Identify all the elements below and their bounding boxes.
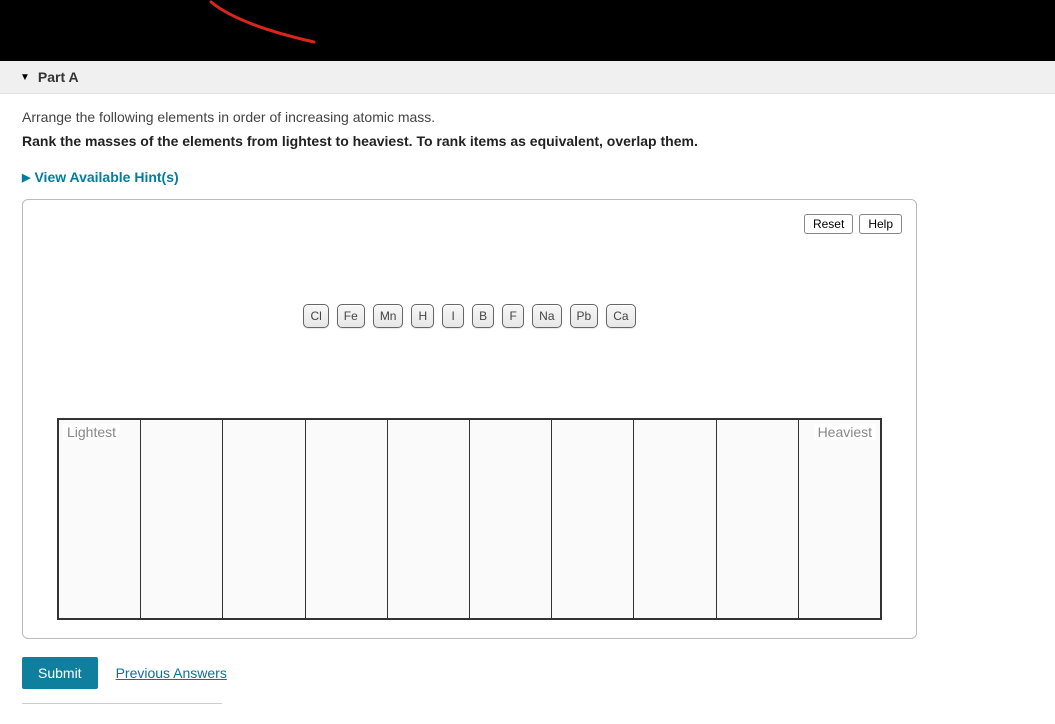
ranking-bin[interactable] (141, 420, 223, 618)
element-chip[interactable]: F (502, 304, 524, 328)
element-chip[interactable]: Pb (570, 304, 599, 328)
reset-button[interactable]: Reset (804, 214, 853, 234)
ranking-bin[interactable] (388, 420, 470, 618)
part-title: Part A (38, 69, 79, 85)
part-header[interactable]: ▼ Part A (0, 61, 1055, 94)
lightest-label: Lightest (63, 424, 120, 440)
element-chip[interactable]: Ca (606, 304, 635, 328)
element-chip[interactable]: B (472, 304, 494, 328)
ranking-bin[interactable] (552, 420, 634, 618)
element-chip[interactable]: Cl (303, 304, 328, 328)
ranking-workspace: Reset Help Cl Fe Mn H I B F Na Pb Ca Lig… (22, 199, 917, 639)
instruction-line-2: Rank the masses of the elements from lig… (22, 133, 1033, 149)
workspace-toolbar: Reset Help (37, 214, 902, 234)
heaviest-label: Heaviest (814, 424, 876, 440)
ranking-bin[interactable] (470, 420, 552, 618)
top-banner (0, 0, 1055, 61)
chevron-right-icon: ▶ (22, 171, 30, 184)
previous-answers-link[interactable]: Previous Answers (116, 665, 227, 681)
red-annotation-curve (209, 0, 329, 50)
help-button[interactable]: Help (859, 214, 902, 234)
ranking-bins[interactable]: Lightest Heaviest (57, 418, 882, 620)
hints-toggle[interactable]: ▶ View Available Hint(s) (22, 169, 179, 185)
submit-button[interactable]: Submit (22, 657, 98, 689)
element-chip[interactable]: Na (532, 304, 561, 328)
ranking-bin[interactable] (717, 420, 799, 618)
element-chips-row: Cl Fe Mn H I B F Na Pb Ca (37, 304, 902, 328)
content-area: Arrange the following elements in order … (0, 94, 1055, 724)
ranking-bin[interactable] (223, 420, 305, 618)
element-chip[interactable]: H (411, 304, 434, 328)
ranking-bin[interactable] (634, 420, 716, 618)
hints-toggle-label: View Available Hint(s) (34, 169, 178, 185)
ranking-bin[interactable]: Lightest (59, 420, 141, 618)
ranking-bin[interactable]: Heaviest (799, 420, 880, 618)
actions-row: Submit Previous Answers (22, 657, 1033, 689)
element-chip[interactable]: Fe (337, 304, 365, 328)
element-chip[interactable]: Mn (373, 304, 404, 328)
ranking-bin[interactable] (306, 420, 388, 618)
instruction-line-1: Arrange the following elements in order … (22, 109, 1033, 125)
collapse-arrow-icon: ▼ (20, 72, 30, 83)
element-chip[interactable]: I (442, 304, 464, 328)
